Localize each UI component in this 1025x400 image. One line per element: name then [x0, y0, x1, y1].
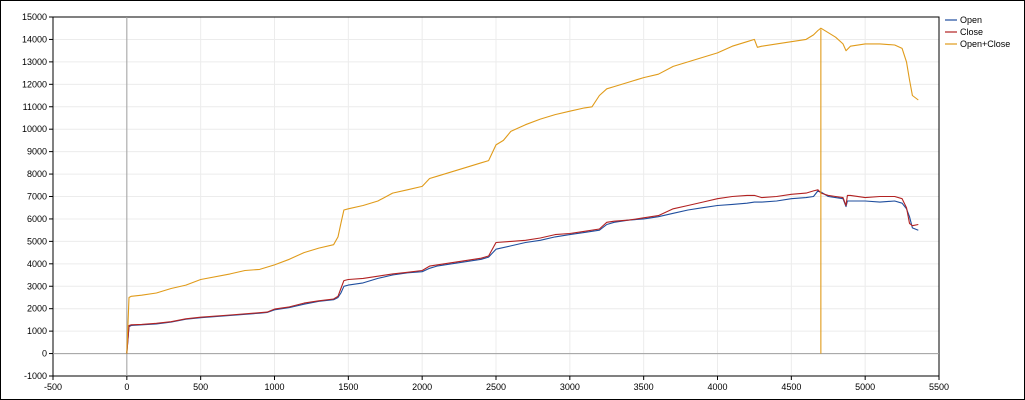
x-tick-label: 4500 [781, 382, 801, 392]
x-tick-label: 5000 [855, 382, 875, 392]
series-line-open-close [126, 27, 919, 354]
x-tick-label: 500 [193, 382, 208, 392]
y-tick-label: 3000 [27, 281, 47, 291]
x-tick-label: 2500 [486, 382, 506, 392]
series-line-close [126, 189, 919, 354]
x-tick-label: 3000 [560, 382, 580, 392]
x-tick-label: 3500 [634, 382, 654, 392]
y-tick-label: 1000 [27, 326, 47, 336]
legend-label: Open+Close [960, 39, 1010, 49]
x-tick-label: 1000 [264, 382, 284, 392]
y-tick-label: 10000 [22, 124, 47, 134]
legend-label: Open [960, 15, 982, 25]
x-tick-label: 2000 [412, 382, 432, 392]
y-tick-label: 14000 [22, 34, 47, 44]
y-tick-label: 7000 [27, 192, 47, 202]
y-tick-label: 5000 [27, 236, 47, 246]
x-tick-label: 0 [124, 382, 129, 392]
x-axis-ticks: -500 0 500 1000 1500 2000 2500 3000 3500 4000 4500… [44, 376, 949, 392]
y-tick-label: 9000 [27, 147, 47, 157]
grid [52, 16, 940, 377]
x-tick-label: 5500 [929, 382, 949, 392]
y-tick-label: 11000 [23, 102, 47, 112]
y-tick-label: 8000 [27, 169, 47, 179]
x-tick-label: 1500 [338, 382, 358, 392]
y-tick-label: -1000 [24, 371, 47, 381]
legend-label: Close [960, 27, 983, 37]
x-tick-label: 4000 [707, 382, 727, 392]
y-axis-ticks: -1000 0 1000 2000 3000 4000 5000 6000 7000 8000 90… [22, 12, 53, 381]
series-lines [126, 27, 919, 354]
y-tick-label: 12000 [22, 79, 47, 89]
y-tick-label: 2000 [27, 304, 47, 314]
y-tick-label: 15000 [22, 12, 47, 22]
y-tick-label: 13000 [22, 57, 47, 67]
x-tick-label: -500 [44, 382, 62, 392]
legend: Open Close Open+Close [945, 15, 1010, 49]
y-tick-label: 4000 [27, 259, 47, 269]
y-tick-label: 6000 [27, 214, 47, 224]
y-tick-label: 0 [42, 349, 47, 359]
series-line-open [126, 190, 919, 354]
